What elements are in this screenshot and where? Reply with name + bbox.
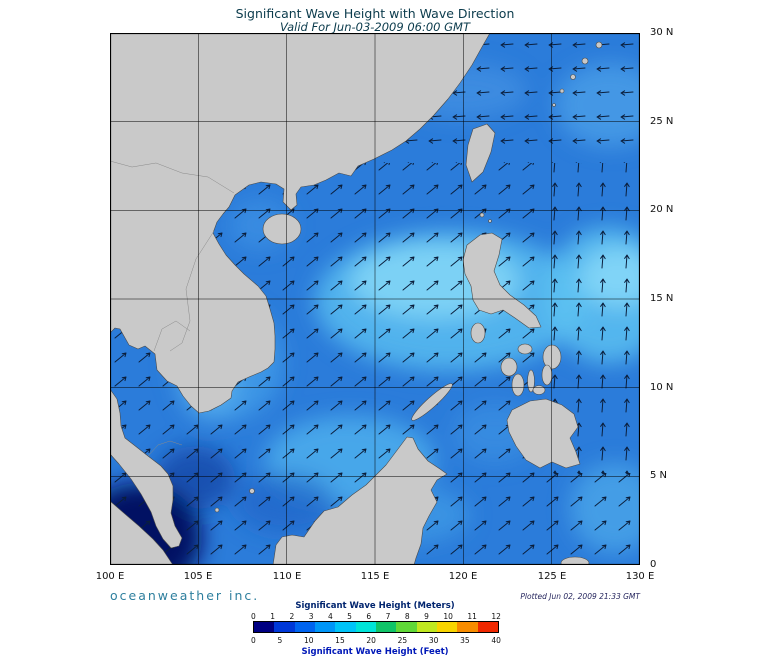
meters-tick: 10: [443, 612, 453, 621]
lon-label-110e: 110 E: [272, 571, 302, 582]
lon-label-105e: 105 E: [183, 571, 213, 582]
colorbar-segment: [457, 622, 478, 632]
page-title: Significant Wave Height with Wave Direct…: [235, 6, 515, 21]
land-palawan: [411, 383, 453, 421]
graticule: [110, 33, 640, 565]
meters-tick: 4: [327, 612, 333, 621]
colorbar-segment: [436, 622, 458, 632]
meters-tick: 7: [385, 612, 391, 621]
feet-tick: 30: [428, 636, 439, 645]
country-borders: [110, 160, 235, 457]
lat-label-5n: 5 N: [650, 470, 668, 481]
land-china-indochina: [110, 33, 491, 414]
valid-time-subtitle: Valid For Jun-03-2009 06:00 GMT: [279, 20, 471, 34]
feet-tick: 15: [335, 636, 345, 645]
lat-label-15n: 15 N: [650, 293, 674, 304]
feet-tick: 5: [277, 636, 283, 645]
meters-tick: 5: [347, 612, 352, 621]
colorbar-segment: [294, 622, 315, 632]
legend-meters-label: Significant Wave Height (Meters): [295, 601, 455, 611]
lon-label-130e: 130 E: [625, 571, 655, 582]
meters-tick: 11: [467, 612, 477, 621]
feet-tick: 20: [366, 636, 376, 645]
land-taiwan: [465, 123, 496, 183]
land-borneo: [272, 436, 448, 565]
plotted-timestamp: Plotted Jun 02, 2009 21:33 GMT: [520, 592, 640, 601]
lat-label-20n: 20 N: [650, 204, 674, 215]
meters-tick: 9: [424, 612, 429, 621]
meters-tick: 12: [491, 612, 501, 621]
feet-tick: 40: [491, 636, 501, 645]
colorbar-segment: [375, 622, 397, 632]
colorbar-segment: [477, 622, 498, 632]
land-luzon: [462, 232, 542, 329]
wave-height-colorbar: [253, 621, 499, 633]
land-hainan: [262, 213, 302, 245]
land-malay-peninsula: [110, 388, 183, 549]
meters-tick: 0: [251, 612, 256, 621]
lon-label-120e: 120 E: [448, 571, 478, 582]
feet-tick: 0: [251, 636, 256, 645]
colorbar-segment: [274, 622, 295, 632]
colorbar-segment: [254, 622, 275, 632]
land-sumatra: [110, 500, 174, 565]
colorbar-segment: [396, 622, 417, 632]
feet-tick: 35: [460, 636, 470, 645]
lat-label-10n: 10 N: [650, 382, 674, 393]
colorbar-segment: [416, 622, 437, 632]
lon-label-115e: 115 E: [360, 571, 390, 582]
map-frame: [110, 33, 640, 565]
feet-tick: 25: [397, 636, 408, 645]
legend-meters-ticks: 0 1 2 3 4 5 6 7 8 9 10 11 12: [251, 612, 501, 621]
legend-feet-ticks: 0 5 10 15 20 25 30 35 40: [251, 636, 501, 645]
feet-tick: 10: [303, 636, 314, 645]
lat-label-25n: 25 N: [650, 116, 674, 127]
meters-tick: 6: [366, 612, 372, 621]
lat-label-0: 0: [650, 559, 657, 570]
meters-tick: 2: [289, 612, 295, 621]
land-mindanao: [506, 398, 581, 469]
meters-tick: 3: [308, 612, 314, 621]
landmasses: [110, 33, 603, 565]
colorbar-segment: [355, 622, 376, 632]
lon-label-100e: 100 E: [95, 571, 125, 582]
oceanweather-logo: oceanweather inc.: [110, 588, 260, 603]
meters-tick: 1: [270, 612, 276, 621]
colorbar-segment: [314, 622, 336, 632]
map-canvas: [110, 33, 640, 565]
meters-tick: 8: [404, 612, 410, 621]
legend-feet-label: Significant Wave Height (Feet): [301, 647, 449, 657]
lat-label-30n: 30 N: [650, 27, 674, 38]
lon-label-125e: 125 E: [537, 571, 567, 582]
colorbar-segment: [335, 622, 356, 632]
